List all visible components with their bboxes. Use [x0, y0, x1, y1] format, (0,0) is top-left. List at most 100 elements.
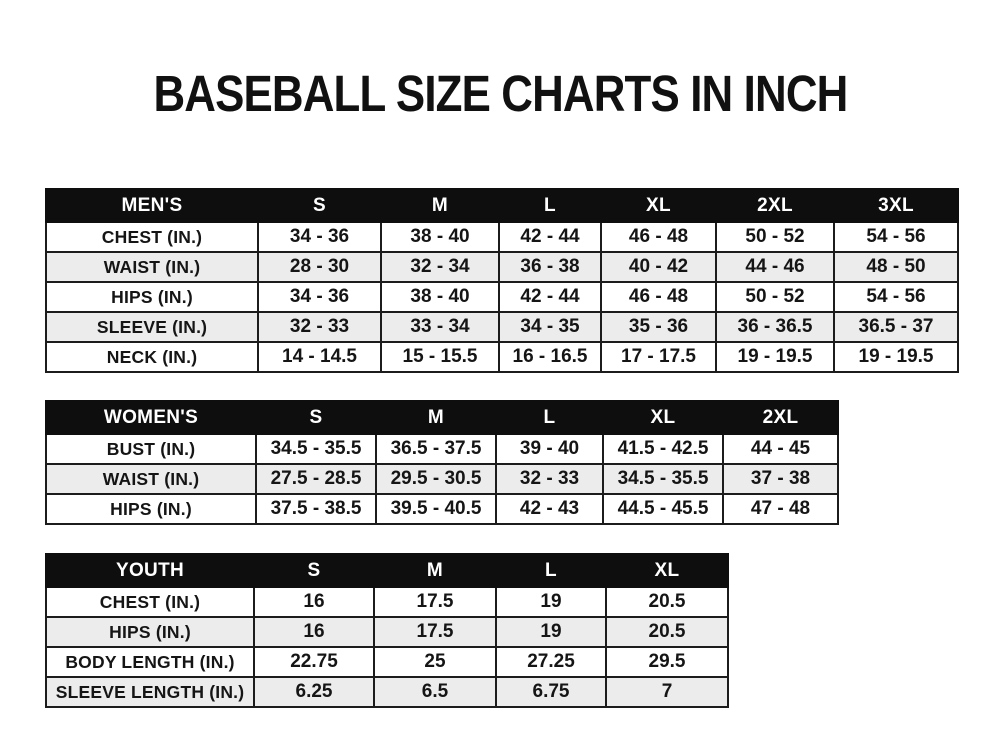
table-row: HIPS (IN.) 34 - 36 38 - 40 42 - 44 46 - 48 50…	[45, 281, 959, 313]
value-cell: 32 - 34	[380, 251, 500, 283]
value-cell: 20.5	[605, 586, 729, 618]
value-cell: 34.5 - 35.5	[602, 463, 724, 495]
value-cell: 39 - 40	[495, 433, 604, 465]
value-cell: 17.5	[373, 616, 497, 648]
row-label-cell: BUST (IN.)	[45, 433, 257, 465]
value-cell: 36 - 36.5	[715, 311, 835, 343]
row-label-cell: SLEEVE (IN.)	[45, 311, 259, 343]
value-cell: 42 - 43	[495, 493, 604, 525]
size-table-mens: MEN'S S M L XL 2XL 3XL CHEST (IN.) 34 - 36 38 - 4…	[45, 188, 959, 373]
size-column-header: XL	[600, 188, 717, 223]
row-label-cell: CHEST (IN.)	[45, 221, 259, 253]
value-cell: 38 - 40	[380, 281, 500, 313]
value-cell: 38 - 40	[380, 221, 500, 253]
value-cell: 7	[605, 676, 729, 708]
row-label-cell: HIPS (IN.)	[45, 493, 257, 525]
table-row: BODY LENGTH (IN.) 22.75 25 27.25 29.5	[45, 646, 729, 678]
value-cell: 40 - 42	[600, 251, 717, 283]
value-cell: 27.25	[495, 646, 607, 678]
table-row: CHEST (IN.) 16 17.5 19 20.5	[45, 586, 729, 618]
value-cell: 19 - 19.5	[715, 341, 835, 373]
value-cell: 29.5	[605, 646, 729, 678]
table-header-row: MEN'S S M L XL 2XL 3XL	[45, 188, 959, 223]
value-cell: 16	[253, 616, 375, 648]
table-row: WAIST (IN.) 28 - 30 32 - 34 36 - 38 40 - 42 4…	[45, 251, 959, 283]
table-row: WAIST (IN.) 27.5 - 28.5 29.5 - 30.5 32 - 33…	[45, 463, 839, 495]
value-cell: 6.5	[373, 676, 497, 708]
value-cell: 16 - 16.5	[498, 341, 602, 373]
table-row: BUST (IN.) 34.5 - 35.5 36.5 - 37.5 39 - 40 4…	[45, 433, 839, 465]
value-cell: 32 - 33	[495, 463, 604, 495]
value-cell: 28 - 30	[257, 251, 382, 283]
table-row: SLEEVE LENGTH (IN.) 6.25 6.5 6.75 7	[45, 676, 729, 708]
value-cell: 36.5 - 37.5	[375, 433, 497, 465]
value-cell: 46 - 48	[600, 281, 717, 313]
row-label-cell: CHEST (IN.)	[45, 586, 255, 618]
value-cell: 20.5	[605, 616, 729, 648]
value-cell: 34 - 36	[257, 221, 382, 253]
value-cell: 54 - 56	[833, 281, 959, 313]
value-cell: 6.25	[253, 676, 375, 708]
value-cell: 22.75	[253, 646, 375, 678]
size-column-header: L	[495, 400, 604, 435]
value-cell: 37.5 - 38.5	[255, 493, 377, 525]
table-row: HIPS (IN.) 16 17.5 19 20.5	[45, 616, 729, 648]
row-label-cell: WAIST (IN.)	[45, 463, 257, 495]
value-cell: 37 - 38	[722, 463, 839, 495]
value-cell: 35 - 36	[600, 311, 717, 343]
value-cell: 36.5 - 37	[833, 311, 959, 343]
value-cell: 41.5 - 42.5	[602, 433, 724, 465]
value-cell: 25	[373, 646, 497, 678]
value-cell: 19 - 19.5	[833, 341, 959, 373]
table-group-header: WOMEN'S	[45, 400, 257, 435]
size-column-header: M	[373, 553, 497, 588]
value-cell: 39.5 - 40.5	[375, 493, 497, 525]
size-column-header: 3XL	[833, 188, 959, 223]
value-cell: 44.5 - 45.5	[602, 493, 724, 525]
value-cell: 19	[495, 586, 607, 618]
value-cell: 54 - 56	[833, 221, 959, 253]
value-cell: 6.75	[495, 676, 607, 708]
row-label-cell: SLEEVE LENGTH (IN.)	[45, 676, 255, 708]
table-row: HIPS (IN.) 37.5 - 38.5 39.5 - 40.5 42 - 43 4…	[45, 493, 839, 525]
size-column-header: S	[255, 400, 377, 435]
row-label-cell: NECK (IN.)	[45, 341, 259, 373]
size-column-header: 2XL	[722, 400, 839, 435]
size-column-header: L	[495, 553, 607, 588]
size-table: WOMEN'S S M L XL 2XL BUST (IN.) 34.5 - 35.5 36.5…	[45, 400, 839, 525]
value-cell: 44 - 46	[715, 251, 835, 283]
page-title-wrap: BASEBALL SIZE CHARTS IN INCH	[0, 64, 1000, 123]
value-cell: 15 - 15.5	[380, 341, 500, 373]
size-column-header: 2XL	[715, 188, 835, 223]
table-header-row: WOMEN'S S M L XL 2XL	[45, 400, 839, 435]
value-cell: 34.5 - 35.5	[255, 433, 377, 465]
table-group-header: MEN'S	[45, 188, 259, 223]
table-group-header: YOUTH	[45, 553, 255, 588]
value-cell: 47 - 48	[722, 493, 839, 525]
row-label-cell: HIPS (IN.)	[45, 281, 259, 313]
value-cell: 36 - 38	[498, 251, 602, 283]
value-cell: 46 - 48	[600, 221, 717, 253]
value-cell: 32 - 33	[257, 311, 382, 343]
value-cell: 27.5 - 28.5	[255, 463, 377, 495]
table-row: NECK (IN.) 14 - 14.5 15 - 15.5 16 - 16.5 17 …	[45, 341, 959, 373]
size-column-header: XL	[602, 400, 724, 435]
value-cell: 42 - 44	[498, 281, 602, 313]
value-cell: 33 - 34	[380, 311, 500, 343]
size-column-header: L	[498, 188, 602, 223]
value-cell: 34 - 36	[257, 281, 382, 313]
value-cell: 19	[495, 616, 607, 648]
row-label-cell: WAIST (IN.)	[45, 251, 259, 283]
value-cell: 50 - 52	[715, 281, 835, 313]
value-cell: 17.5	[373, 586, 497, 618]
value-cell: 16	[253, 586, 375, 618]
value-cell: 29.5 - 30.5	[375, 463, 497, 495]
size-column-header: M	[375, 400, 497, 435]
size-table-youth: YOUTH S M L XL CHEST (IN.) 16 17.5 19 20.5 HIPS (I…	[45, 553, 729, 708]
value-cell: 34 - 35	[498, 311, 602, 343]
table-row: SLEEVE (IN.) 32 - 33 33 - 34 34 - 35 35 - 36…	[45, 311, 959, 343]
table-header-row: YOUTH S M L XL	[45, 553, 729, 588]
table-row: CHEST (IN.) 34 - 36 38 - 40 42 - 44 46 - 48 5…	[45, 221, 959, 253]
page-title: BASEBALL SIZE CHARTS IN INCH	[153, 65, 848, 122]
